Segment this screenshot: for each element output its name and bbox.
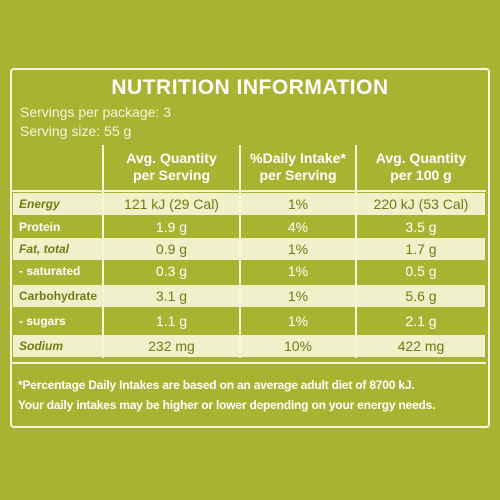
serving-size: Serving size: 55 g [20, 123, 132, 139]
cell-value: 4% [241, 216, 355, 238]
cell-value: 0.3 g [104, 260, 239, 282]
header-line: per Serving [132, 167, 211, 183]
column-divider [102, 145, 104, 358]
row-label: Carbohydrate [13, 285, 102, 307]
cell-value: 1% [241, 285, 355, 307]
header-line: per Serving [259, 167, 337, 183]
servings-per-package: Servings per package: 3 [20, 104, 171, 120]
footnote: *Percentage Daily Intakes are based on a… [18, 378, 415, 392]
cell-value: 1.7 g [357, 238, 485, 260]
cell-value: 1% [241, 238, 355, 260]
row-label: Protein [13, 216, 102, 238]
cell-value: 5.6 g [357, 285, 485, 307]
row-label: - saturated [13, 260, 102, 282]
column-header: Avg. Quantity per Serving [103, 150, 240, 184]
column-divider [239, 145, 241, 358]
title: NUTRITION INFORMATION [111, 76, 389, 99]
frame [10, 68, 490, 428]
cell-value: 1.9 g [104, 216, 239, 238]
cell-value: 1% [241, 193, 355, 215]
cell-value: 1% [241, 310, 355, 332]
cell-value: 3.1 g [104, 285, 239, 307]
cell-value: 0.9 g [104, 238, 239, 260]
cell-value: 10% [241, 335, 355, 357]
cell-value: 0.5 g [357, 260, 485, 282]
cell-value: 220 kJ (53 Cal) [357, 193, 485, 215]
header-line: Avg. Quantity [126, 150, 217, 166]
cell-value: 121 kJ (29 Cal) [104, 193, 239, 215]
row-label: Energy [13, 193, 102, 215]
column-divider [355, 145, 357, 358]
row-divider [12, 362, 486, 364]
footnote: Your daily intakes may be higher or lowe… [18, 398, 436, 412]
row-label: - sugars [13, 310, 102, 332]
header-line: per 100 g [390, 167, 452, 183]
cell-value: 2.1 g [357, 310, 485, 332]
cell-value: 232 mg [104, 335, 239, 357]
cell-value: 3.5 g [357, 216, 485, 238]
cell-value: 1.1 g [104, 310, 239, 332]
column-header: %Daily Intake* per Serving [240, 150, 356, 184]
column-header: Avg. Quantity per 100 g [356, 150, 486, 184]
header-line: Avg. Quantity [375, 150, 467, 166]
cell-value: 422 mg [357, 335, 485, 357]
cell-value: 1% [241, 260, 355, 282]
row-label: Fat, total [13, 238, 102, 260]
row-label: Sodium [13, 335, 102, 357]
header-line: %Daily Intake* [250, 150, 346, 166]
row-divider [12, 190, 486, 192]
